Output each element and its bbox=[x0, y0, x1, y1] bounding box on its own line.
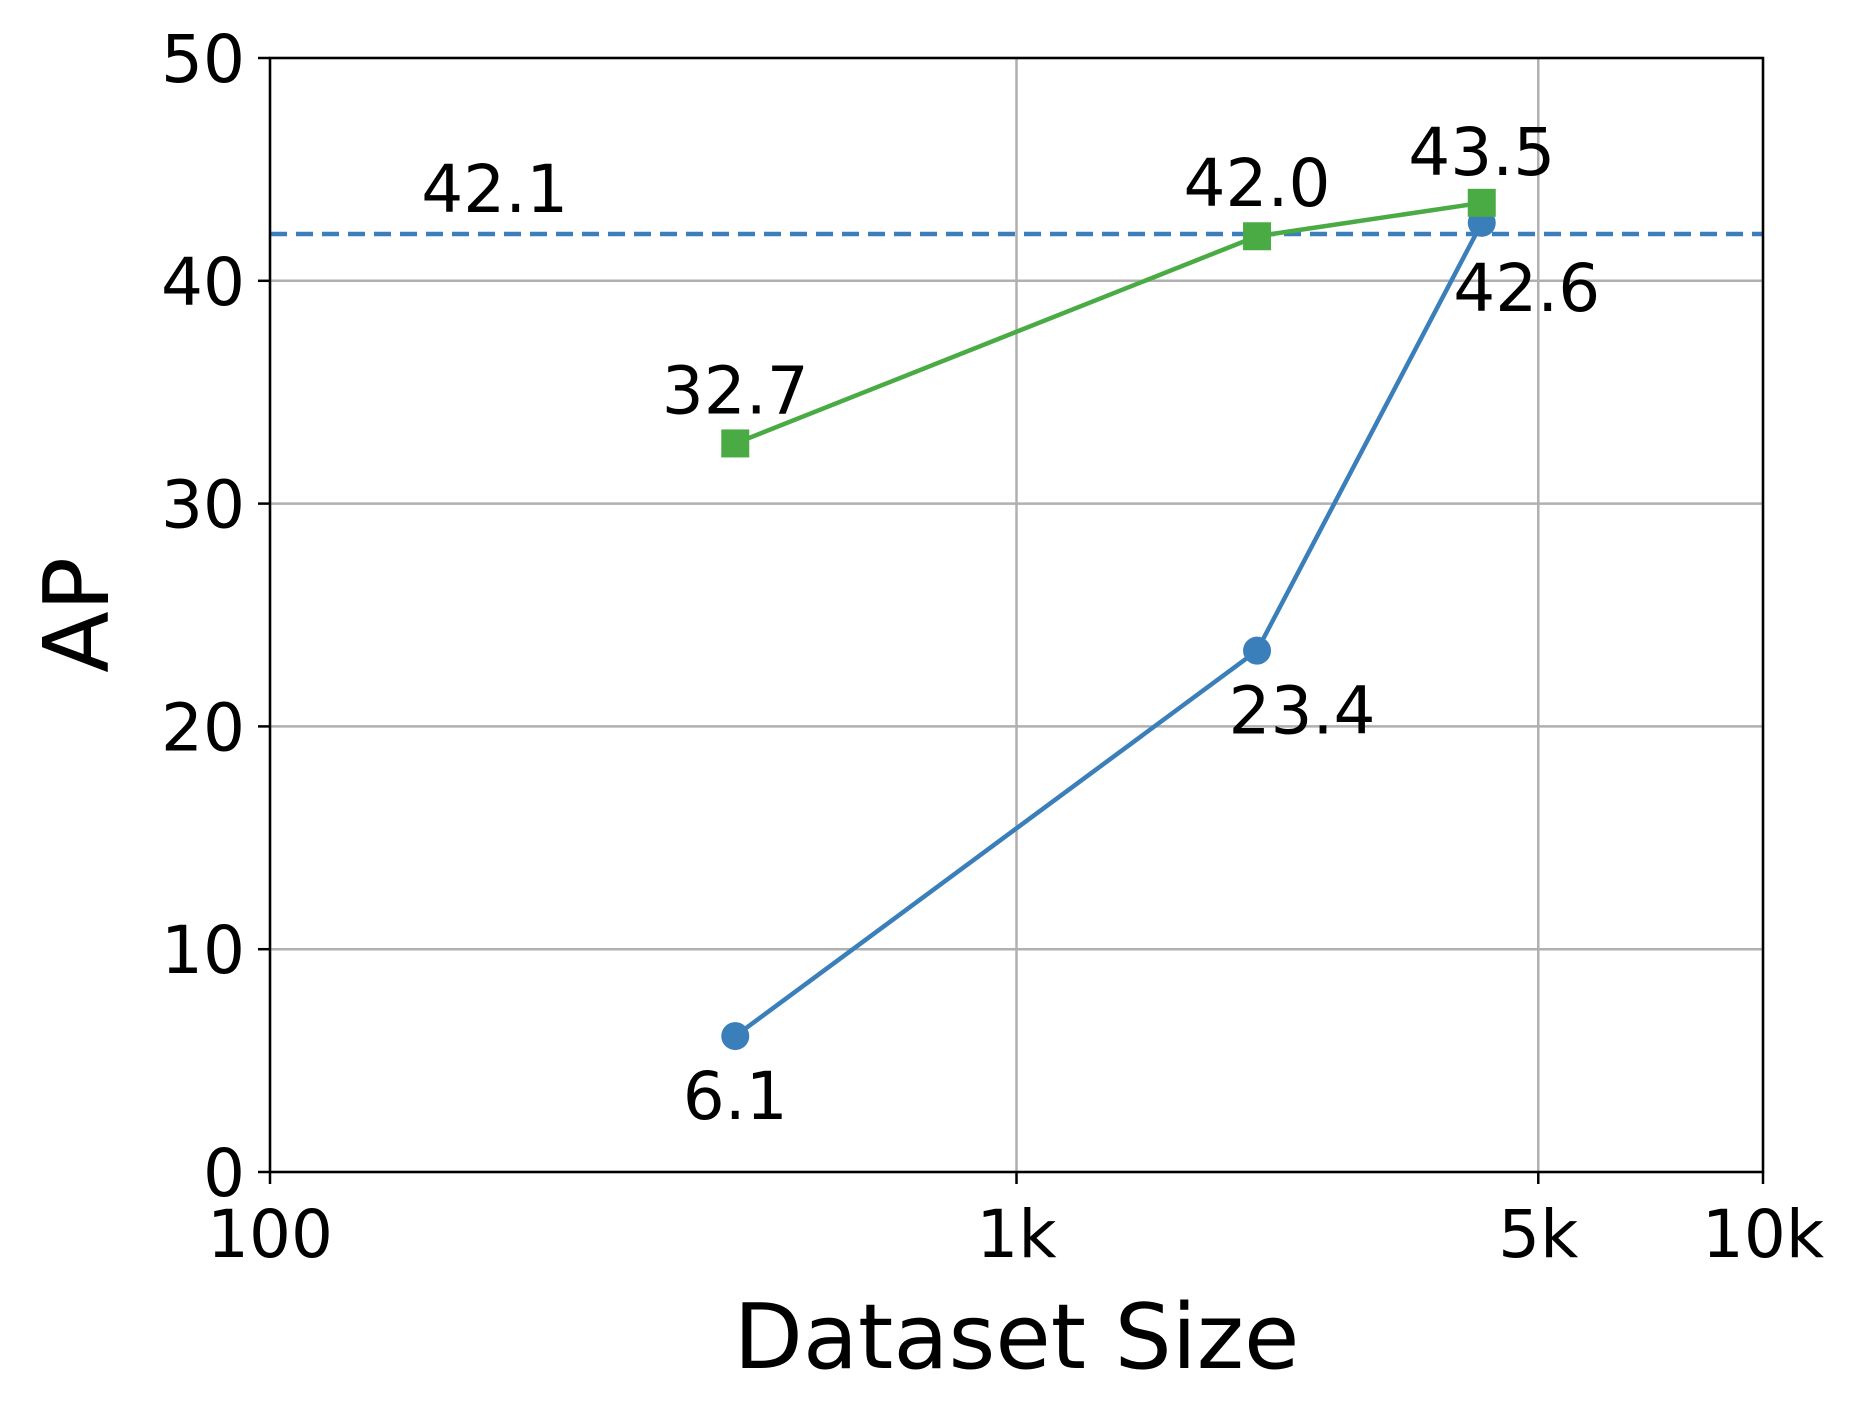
square-marker bbox=[1467, 188, 1496, 217]
reference-line-label: 42.1 bbox=[421, 151, 568, 228]
y-tick-label: 30 bbox=[161, 467, 245, 544]
data-label: 43.5 bbox=[1408, 114, 1555, 191]
reference-line-layer: 42.1 bbox=[270, 151, 1763, 237]
series-layer bbox=[721, 188, 1496, 1051]
x-axis-title: Dataset Size bbox=[734, 1285, 1300, 1390]
axes: 100 1k 5k 10k 0 10 20 30 40 50 bbox=[161, 21, 1825, 1273]
data-label: 32.7 bbox=[662, 352, 809, 429]
y-axis-title: AP bbox=[25, 557, 130, 673]
data-label: 23.4 bbox=[1229, 673, 1376, 750]
x-tick-label: 100 bbox=[207, 1196, 333, 1273]
square-marker bbox=[721, 429, 750, 458]
series-line-2 bbox=[734, 200, 1483, 446]
circle-marker bbox=[721, 1022, 750, 1051]
y-tick-label: 50 bbox=[161, 21, 245, 98]
square-marker bbox=[1243, 222, 1272, 251]
y-tick-label: 0 bbox=[203, 1135, 245, 1212]
y-tick-label: 10 bbox=[161, 912, 245, 989]
x-tick-label: 10k bbox=[1702, 1196, 1825, 1273]
x-tick-label: 1k bbox=[976, 1196, 1057, 1273]
x-tick-label: 5k bbox=[1498, 1196, 1579, 1273]
data-label: 42.6 bbox=[1453, 250, 1600, 327]
y-tick-label: 40 bbox=[161, 244, 245, 321]
data-labels: 6.1 23.4 42.6 32.7 42.0 43.5 bbox=[662, 114, 1600, 1135]
series-line-1 bbox=[733, 221, 1484, 1038]
y-tick-label: 20 bbox=[161, 689, 245, 766]
circle-marker bbox=[1243, 636, 1272, 665]
data-label: 6.1 bbox=[683, 1058, 788, 1135]
data-label: 42.0 bbox=[1184, 145, 1331, 222]
